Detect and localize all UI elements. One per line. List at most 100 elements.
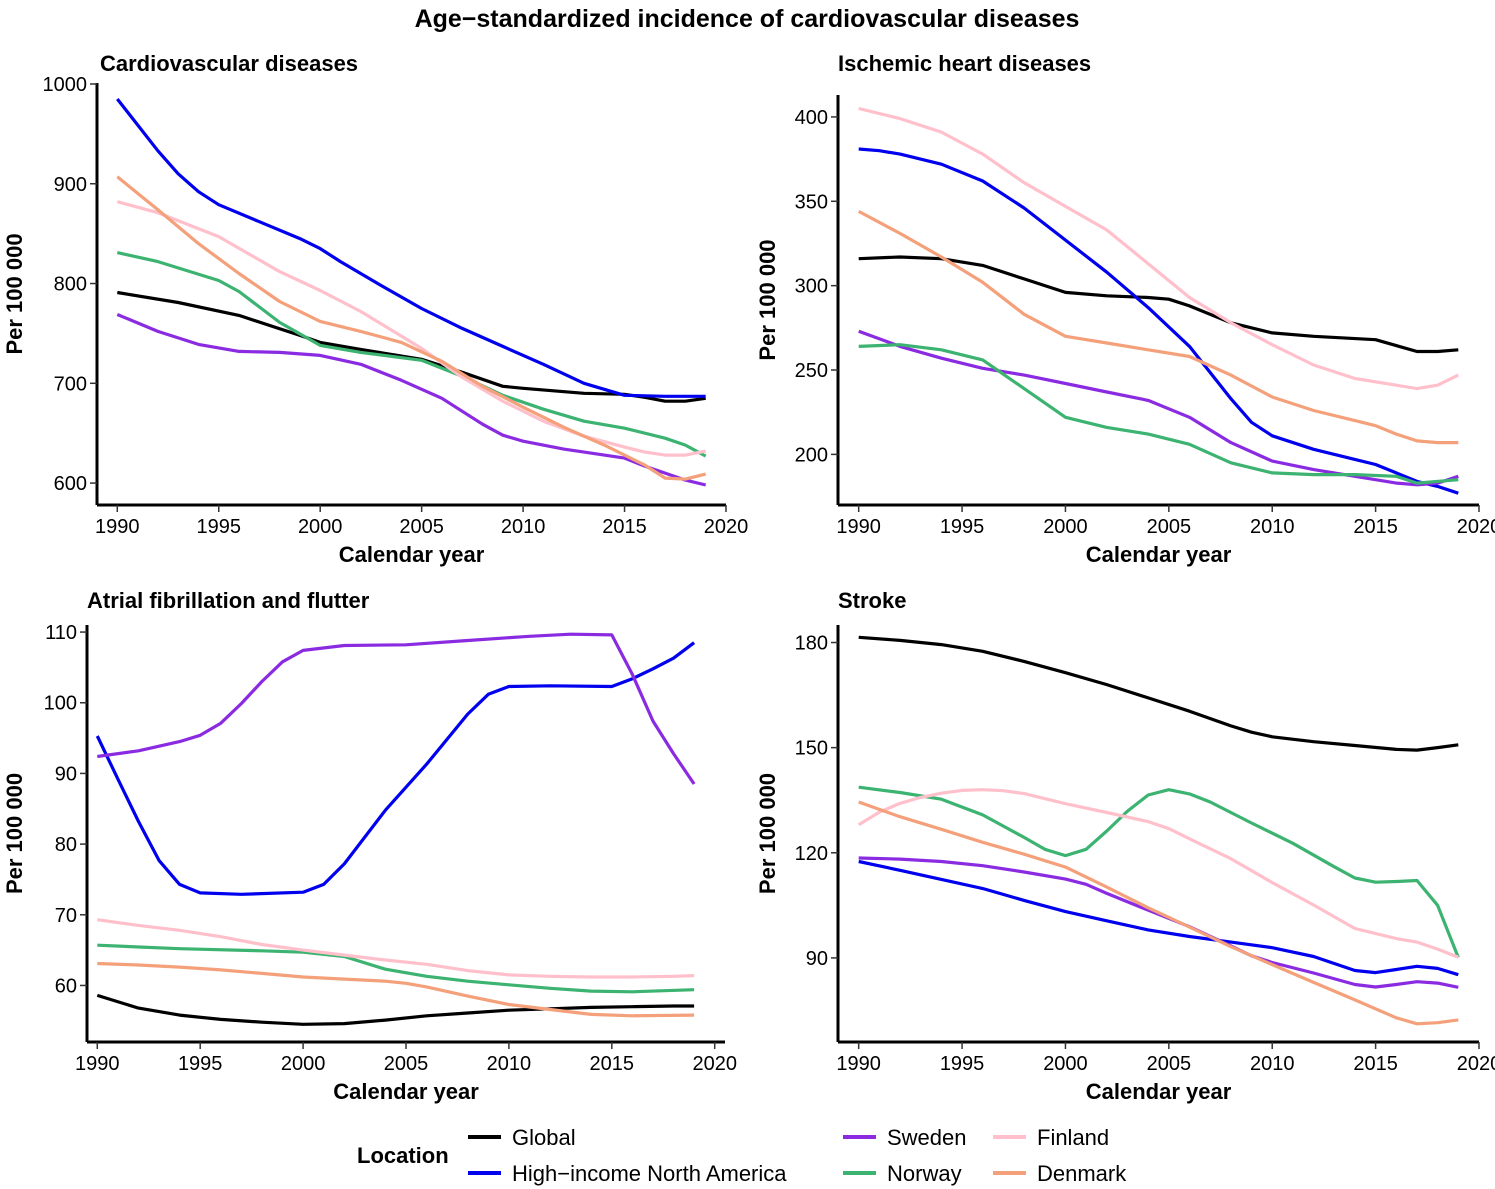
x-tick-label: 2020 [1457, 516, 1495, 538]
series-line-finland [116, 200, 707, 457]
series-line-high-income-north-america [858, 859, 1459, 977]
y-tick-label: 90 [806, 948, 828, 970]
figure-title: Age−standardized incidence of cardiovasc… [415, 5, 1080, 33]
legend-item-finland: Finland [993, 1125, 1109, 1150]
y-axis-label: Per 100 000 [2, 233, 27, 354]
legend-item-sweden: Sweden [843, 1125, 967, 1150]
series-line-global [96, 993, 695, 1026]
x-tick-label: 2005 [1147, 1053, 1192, 1075]
legend-label: Global [512, 1125, 576, 1150]
legend-label: High−income North America [512, 1161, 787, 1186]
series-line-high-income-north-america [858, 147, 1459, 495]
panel-title: Ischemic heart diseases [838, 51, 1091, 76]
x-tick-label: 2020 [692, 1053, 737, 1075]
x-tick-label: 1995 [196, 516, 241, 538]
y-tick-label: 200 [795, 444, 828, 466]
x-tick-label: 2020 [1457, 1053, 1495, 1075]
panel-atrial-fibrillation-and-flutter: Atrial fibrillation and flutter 60 70 80 90 1… [2, 588, 737, 1104]
series-line-sweden [97, 632, 696, 785]
panel-ischemic-heart-diseases: Ischemic heart diseases 200 250 300 350 400 19… [755, 51, 1495, 567]
y-tick-label: 700 [54, 373, 87, 395]
legend-label: Denmark [1037, 1161, 1127, 1186]
panel-title: Stroke [838, 588, 906, 613]
x-tick-label: 1995 [940, 1053, 985, 1075]
y-tick-label: 100 [44, 693, 77, 715]
legend: Location Global High−income North America… [357, 1125, 1127, 1186]
y-tick-label: 1000 [43, 74, 88, 96]
x-tick-label: 2005 [384, 1053, 429, 1075]
y-tick-label: 110 [45, 622, 77, 644]
panels: Cardiovascular diseases 600 700 800 900 1000 1… [2, 51, 1495, 1104]
y-tick-label: 120 [795, 843, 828, 865]
x-tick-label: 2000 [281, 1053, 326, 1075]
y-tick-label: 150 [795, 738, 828, 760]
x-tick-label: 2020 [704, 516, 749, 538]
series-line-high-income-north-america [95, 641, 696, 896]
x-tick-label: 2015 [602, 516, 647, 538]
y-tick-label: 60 [55, 975, 77, 997]
x-tick-label: 1995 [178, 1053, 223, 1075]
panel-stroke: Stroke 90 120 150 180 1990 1995 2000 2005 2010 201… [755, 588, 1495, 1104]
series-line-norway [97, 943, 695, 994]
legend-title: Location [357, 1143, 449, 1168]
series-line-high-income-north-america [116, 98, 706, 398]
x-tick-label: 2015 [1353, 1053, 1398, 1075]
x-tick-label: 1995 [940, 516, 985, 538]
x-tick-label: 2000 [298, 516, 343, 538]
x-tick-label: 2010 [501, 516, 546, 538]
x-axis-label: Calendar year [1086, 542, 1232, 567]
x-tick-label: 1990 [836, 516, 881, 538]
series-line-sweden [858, 856, 1459, 989]
series-line-global [858, 635, 1459, 752]
y-tick-label: 180 [795, 633, 828, 655]
y-axis-label: Per 100 000 [2, 773, 27, 894]
legend-item-denmark: Denmark [993, 1161, 1127, 1186]
x-tick-label: 2015 [1353, 516, 1398, 538]
panel-title: Atrial fibrillation and flutter [87, 588, 370, 613]
series-line-denmark [116, 175, 707, 481]
x-tick-label: 2005 [1147, 516, 1192, 538]
series-line-denmark [97, 961, 695, 1018]
y-axis-label: Per 100 000 [755, 773, 780, 894]
y-tick-label: 400 [795, 107, 828, 129]
series-line-finland [858, 106, 1460, 391]
y-axis-label: Per 100 000 [755, 239, 780, 360]
series-line-global [858, 255, 1459, 354]
x-axis-label: Calendar year [333, 1079, 479, 1104]
x-tick-label: 1990 [836, 1053, 881, 1075]
y-tick-label: 300 [795, 276, 828, 298]
series-line-sweden [858, 329, 1459, 487]
series-line-denmark [858, 800, 1459, 1026]
series-line-norway [858, 343, 1459, 485]
x-tick-label: 2010 [1250, 1053, 1295, 1075]
y-tick-label: 900 [54, 174, 87, 196]
series-line-norway [858, 785, 1460, 959]
y-tick-label: 350 [795, 191, 828, 213]
y-tick-label: 250 [795, 360, 828, 382]
series-line-global [117, 290, 706, 403]
y-tick-label: 90 [55, 763, 77, 785]
x-axis-label: Calendar year [1086, 1079, 1232, 1104]
legend-label: Finland [1037, 1125, 1109, 1150]
x-tick-label: 2005 [399, 516, 444, 538]
y-tick-label: 70 [55, 905, 77, 927]
y-tick-label: 80 [55, 834, 77, 856]
series-line-finland [97, 918, 695, 979]
y-tick-label: 800 [54, 274, 87, 296]
x-tick-label: 1990 [75, 1053, 120, 1075]
y-tick-label: 600 [54, 473, 87, 495]
legend-item-norway: Norway [843, 1161, 962, 1186]
panel-title: Cardiovascular diseases [100, 51, 358, 76]
series-line-sweden [116, 313, 707, 487]
legend-label: Norway [887, 1161, 962, 1186]
series-line-denmark [857, 209, 1459, 445]
x-tick-label: 2000 [1043, 1053, 1088, 1075]
x-tick-label: 1990 [95, 516, 140, 538]
x-tick-label: 2015 [590, 1053, 635, 1075]
series-line-norway [116, 251, 707, 458]
panel-cardiovascular-diseases: Cardiovascular diseases 600 700 800 900 1000 1… [2, 51, 748, 567]
legend-item-global: Global [468, 1125, 576, 1150]
legend-item-high-income-north-america: High−income North America [468, 1161, 787, 1186]
series-line-finland [857, 788, 1459, 959]
